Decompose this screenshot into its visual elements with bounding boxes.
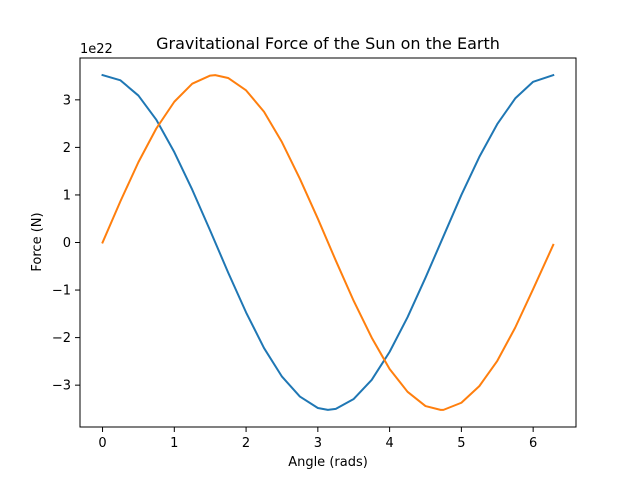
y-tick-label: 0 [63,236,71,251]
x-tick-label: 5 [457,436,465,451]
x-tick-label: 3 [314,436,322,451]
x-tick-label: 6 [529,436,537,451]
y-tick-label: 2 [63,141,71,156]
x-tick-label: 1 [170,436,178,451]
x-tick-label: 4 [385,436,393,451]
x-axis-label: Angle (rads) [288,455,368,470]
series-layer [101,73,555,411]
y-tick-label: −2 [52,331,71,346]
y-offset-label: 1e22 [80,42,113,57]
series-line-2 [101,74,555,411]
y-tick-label: 3 [63,93,71,108]
y-tick-label: −1 [52,284,71,299]
x-axis-ticks: 0 1 2 3 4 5 6 [98,427,537,451]
chart-title: Gravitational Force of the Sun on the Ea… [156,34,500,53]
series-line-1 [101,73,555,411]
y-axis-label: Force (N) [30,212,45,271]
y-axis-ticks: −3 −2 −1 0 1 2 3 [52,93,80,394]
y-tick-label: −3 [52,379,71,394]
x-tick-label: 0 [98,436,106,451]
y-tick-label: 1 [63,188,71,203]
x-tick-label: 2 [242,436,250,451]
